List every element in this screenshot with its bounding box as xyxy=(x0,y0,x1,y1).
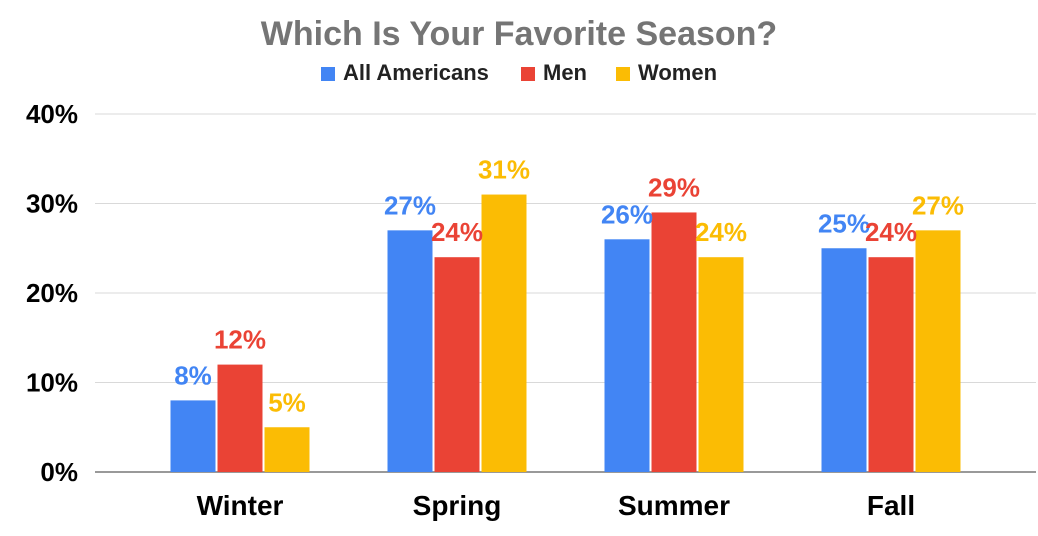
x-tick-label: Summer xyxy=(618,490,730,521)
data-label: 8% xyxy=(174,360,212,390)
legend-label: Women xyxy=(638,60,717,85)
y-tick-label: 20% xyxy=(26,278,78,308)
bar-winter-all-americans xyxy=(170,400,216,472)
y-tick-label: 0% xyxy=(40,457,78,487)
data-label: 26% xyxy=(601,199,653,229)
data-label: 24% xyxy=(695,217,747,247)
data-label: 24% xyxy=(865,217,917,247)
legend-swatch xyxy=(616,67,630,81)
data-labels: 8%12%5%27%24%31%26%29%24% 25%24%27% xyxy=(174,155,964,418)
bar-winter-women xyxy=(264,427,310,472)
data-label: 27% xyxy=(912,190,964,220)
bar-fall-women xyxy=(915,230,961,472)
legend-label: All Americans xyxy=(343,60,489,85)
bar-fall-men xyxy=(868,257,914,472)
legend-swatch xyxy=(321,67,335,81)
y-tick-label: 40% xyxy=(26,99,78,129)
y-tick-label: 10% xyxy=(26,368,78,398)
y-axis: 0% 10% 20% 30% 40% xyxy=(26,99,78,487)
legend: All Americans Men Women xyxy=(321,60,717,85)
bar-fall-all-americans xyxy=(821,248,867,472)
data-label: 5% xyxy=(268,387,306,417)
x-axis: Winter Spring Summer Fall xyxy=(197,490,916,521)
x-tick-label: Spring xyxy=(413,490,502,521)
bar-winter-men xyxy=(217,364,263,472)
x-tick-label: Fall xyxy=(867,490,915,521)
bar-spring-women xyxy=(481,194,527,473)
data-label: 25% xyxy=(818,208,870,238)
bar-summer-all-americans xyxy=(604,239,650,472)
legend-label: Men xyxy=(543,60,587,85)
x-tick-label: Winter xyxy=(197,490,284,521)
bars xyxy=(170,194,961,473)
bar-summer-men xyxy=(651,212,697,472)
data-label: 31% xyxy=(478,155,530,185)
data-label: 24% xyxy=(431,217,483,247)
legend-swatch xyxy=(521,67,535,81)
data-label: 27% xyxy=(384,190,436,220)
bar-summer-women xyxy=(698,257,744,472)
bar-spring-all-americans xyxy=(387,230,433,472)
chart-title: Which Is Your Favorite Season? xyxy=(261,15,777,53)
data-label: 29% xyxy=(648,172,700,202)
y-tick-label: 30% xyxy=(26,189,78,219)
data-label: 12% xyxy=(214,325,266,355)
bar-spring-men xyxy=(434,257,480,472)
